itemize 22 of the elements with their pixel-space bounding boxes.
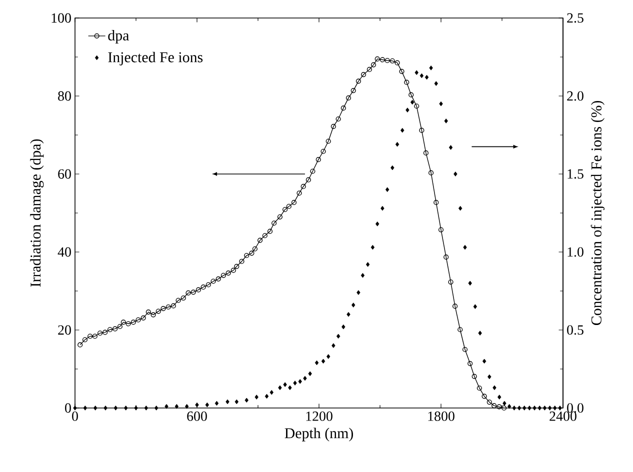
y-tick-label: 0 xyxy=(65,403,71,413)
y-tick-label: 100 xyxy=(52,13,71,23)
y-tick-label: 80 xyxy=(58,91,71,101)
legend-label: dpa xyxy=(108,30,130,44)
x-tick-label: 2400 xyxy=(550,412,576,421)
y2-tick-label: 2.0 xyxy=(567,91,584,101)
y2-tick-label: 2.5 xyxy=(567,13,584,23)
y-tick-label: 20 xyxy=(58,325,71,335)
y-tick-label: 40 xyxy=(58,247,71,257)
y2-tick-label: 0.0 xyxy=(567,403,584,413)
y-tick-label: 60 xyxy=(58,169,71,179)
y2-axis-title: Concentration of injected Fe ions (%) xyxy=(590,100,605,326)
y-axis-title: Irradiation damage (dpa) xyxy=(30,139,44,287)
x-axis-title: Depth (nm) xyxy=(284,428,353,442)
x-tick-label: 1800 xyxy=(428,412,454,421)
x-tick-label: 1200 xyxy=(306,412,332,421)
x-tick-label: 0 xyxy=(72,412,78,421)
legend-label: Injected Fe ions xyxy=(108,52,203,66)
y2-tick-label: 1.0 xyxy=(568,247,584,257)
x-tick-label: 600 xyxy=(187,412,207,421)
y2-tick-label: 1.5 xyxy=(568,169,584,179)
y2-tick-label: 0.5 xyxy=(567,325,584,335)
